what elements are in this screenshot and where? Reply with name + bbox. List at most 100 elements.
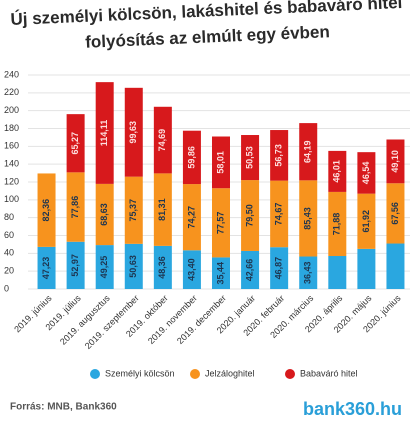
data-label: 71,88: [332, 213, 342, 236]
bar-segment: [66, 114, 85, 173]
data-label: 99,63: [128, 121, 138, 144]
bar-segment: [270, 180, 289, 248]
data-label: 114,11: [99, 120, 109, 147]
y-tick-label: 120: [4, 176, 19, 186]
y-tick-label: 160: [4, 141, 19, 151]
logo: bank360.hu: [303, 399, 402, 419]
bar-segment: [241, 135, 260, 181]
bar-segment: [328, 150, 347, 192]
bar-segment: [357, 248, 376, 289]
bar-segment: [95, 245, 114, 289]
bar-segment: [153, 106, 172, 174]
data-label: 74,67: [274, 203, 284, 226]
bar-segment: [153, 173, 172, 246]
data-label: 49,25: [99, 256, 109, 279]
y-tick-label: 0: [4, 283, 9, 293]
bar-segment: [357, 193, 376, 249]
bar-segment: [386, 183, 405, 244]
data-label: 58,01: [215, 151, 225, 174]
bar-segment: [153, 245, 172, 289]
x-tick-label: 2019. augusztus: [58, 293, 112, 347]
data-label: 75,37: [128, 199, 138, 222]
data-label: 46,54: [361, 162, 371, 185]
data-label: 48,36: [157, 256, 167, 279]
bar-segment: [241, 250, 260, 289]
bar-segment: [241, 180, 260, 251]
bar-segment: [182, 130, 201, 185]
data-label: 49,10: [390, 150, 400, 173]
data-label: 42,66: [244, 259, 254, 282]
bar-segment: [124, 176, 143, 244]
data-label: 43,40: [186, 258, 196, 281]
bar-segment: [66, 172, 85, 242]
data-label: 77,57: [215, 212, 225, 235]
bar-segment: [328, 191, 347, 257]
legend-marker: [190, 369, 200, 379]
bar-segment: [182, 184, 201, 251]
legend-label: Személyi kölcsön: [105, 368, 175, 378]
data-label: 35,44: [215, 262, 225, 285]
data-label: 61,92: [361, 210, 371, 233]
y-tick-label: 180: [4, 123, 19, 133]
y-tick-label: 200: [4, 105, 19, 115]
data-label: 50,53: [244, 146, 254, 169]
y-tick-label: 220: [4, 87, 19, 97]
data-label: 59,86: [186, 146, 196, 169]
bar-segment: [299, 180, 318, 257]
y-tick-label: 100: [4, 194, 19, 204]
data-label: 36,43: [303, 261, 313, 284]
bar-segment: [299, 256, 318, 289]
bar-segment: [124, 87, 143, 177]
legend-label: Jelzáloghitel: [205, 368, 255, 378]
data-label: 52,97: [70, 254, 80, 277]
bar-segment: [357, 152, 376, 194]
y-tick-label: 80: [4, 212, 14, 222]
bar-segment: [328, 256, 347, 289]
data-label: 65,27: [70, 132, 80, 155]
data-label: 46,01: [332, 160, 342, 183]
y-tick-label: 40: [4, 248, 14, 258]
data-label: 46,87: [274, 257, 284, 280]
legend-label: Babaváró hitel: [300, 368, 358, 378]
data-label: 67,56: [390, 202, 400, 225]
data-label: 81,31: [157, 198, 167, 221]
bar-segment: [124, 243, 143, 289]
data-label: 74,69: [157, 129, 167, 152]
bar-segment: [95, 183, 114, 246]
data-label: 56,73: [274, 144, 284, 167]
data-label: 64,19: [303, 140, 313, 163]
bar-segment: [386, 243, 405, 289]
title-group: Új személyi kölcsön, lakáshitel és babav…: [10, 0, 403, 52]
bar-segment: [212, 188, 230, 258]
bar-segment: [270, 130, 289, 181]
bar-segment: [37, 246, 56, 289]
bar-segment: [95, 82, 114, 184]
y-tick-label: 240: [4, 69, 19, 79]
legend-marker: [285, 369, 295, 379]
chart-title: folyósítás az elmúlt egy évben: [85, 22, 330, 52]
bar-segment: [270, 247, 289, 289]
bar-segment: [182, 250, 201, 289]
legend-marker: [90, 369, 100, 379]
x-tick-label: 2019. szeptember: [83, 293, 141, 351]
source: Forrás: MNB, Bank360: [10, 402, 117, 413]
y-tick-label: 60: [4, 230, 14, 240]
data-label: 50,63: [128, 255, 138, 278]
y-tick-label: 20: [4, 266, 14, 276]
chart-title: Új személyi kölcsön, lakáshitel és babav…: [10, 0, 403, 29]
data-label: 68,63: [99, 203, 109, 226]
bar-segment: [37, 173, 56, 247]
bar-segment: [386, 139, 405, 184]
bar-segment: [212, 257, 230, 289]
data-label: 47,23: [41, 257, 51, 280]
data-label: 85,43: [303, 207, 313, 230]
y-tick-label: 140: [4, 159, 19, 169]
data-label: 82,36: [41, 199, 51, 222]
bar-segment: [212, 136, 230, 189]
data-label: 79,50: [244, 204, 254, 227]
bar-segment: [299, 123, 318, 181]
data-label: 77,86: [70, 196, 80, 219]
bar-segment: [66, 241, 85, 289]
data-label: 74,27: [186, 206, 196, 229]
